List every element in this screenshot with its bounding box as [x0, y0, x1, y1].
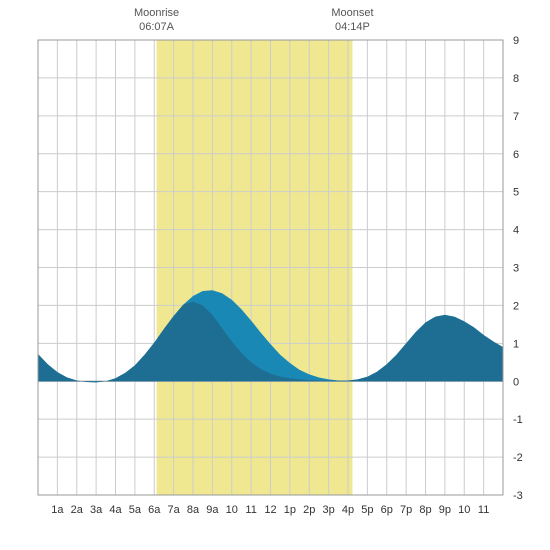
- x-tick-label: 8a: [187, 504, 200, 516]
- x-tick-label: 11: [245, 504, 256, 516]
- x-tick-label: 6p: [381, 504, 393, 516]
- y-tick-label: 4: [513, 225, 519, 237]
- x-tick-label: 4a: [109, 504, 122, 516]
- x-tick-label: 7a: [168, 504, 181, 516]
- y-tick-label: -3: [513, 490, 523, 502]
- x-tick-label: 5p: [361, 504, 373, 516]
- y-tick-label: 9: [513, 35, 519, 47]
- y-tick-label: 2: [513, 300, 519, 312]
- x-tick-label: 4p: [342, 504, 354, 516]
- moonset-label: Moonset: [331, 7, 373, 19]
- x-tick-label: 3p: [323, 504, 335, 516]
- y-tick-label: -2: [513, 452, 523, 464]
- x-tick-label: 9a: [206, 504, 219, 516]
- x-tick-label: 10: [458, 504, 470, 516]
- x-tick-label: 5a: [129, 504, 142, 516]
- x-tick-label: 8p: [419, 504, 431, 516]
- y-tick-label: 6: [513, 149, 519, 161]
- x-tick-label: 11: [478, 504, 489, 516]
- moonrise-label: Moonrise: [134, 7, 179, 19]
- y-tick-label: 5: [513, 187, 519, 199]
- y-tick-label: 3: [513, 263, 519, 275]
- y-tick-label: 8: [513, 73, 519, 85]
- x-tick-label: 10: [226, 504, 238, 516]
- x-tick-label: 3a: [90, 504, 103, 516]
- y-tick-label: -1: [513, 414, 523, 426]
- x-tick-label: 7p: [400, 504, 412, 516]
- x-tick-label: 2a: [71, 504, 84, 516]
- x-tick-label: 1p: [284, 504, 296, 516]
- x-tick-label: 9p: [439, 504, 451, 516]
- moonrise-time: 06:07A: [139, 21, 175, 33]
- y-tick-label: 7: [513, 111, 519, 123]
- y-tick-label: 0: [513, 376, 519, 388]
- x-tick-label: 6a: [148, 504, 161, 516]
- x-tick-label: 12: [264, 504, 276, 516]
- x-tick-label: 1a: [51, 504, 64, 516]
- tide-chart: -3-2-101234567891a2a3a4a5a6a7a8a9a101112…: [0, 0, 550, 550]
- moonset-time: 04:14P: [335, 21, 370, 33]
- y-tick-label: 1: [513, 338, 519, 350]
- x-tick-label: 2p: [303, 504, 315, 516]
